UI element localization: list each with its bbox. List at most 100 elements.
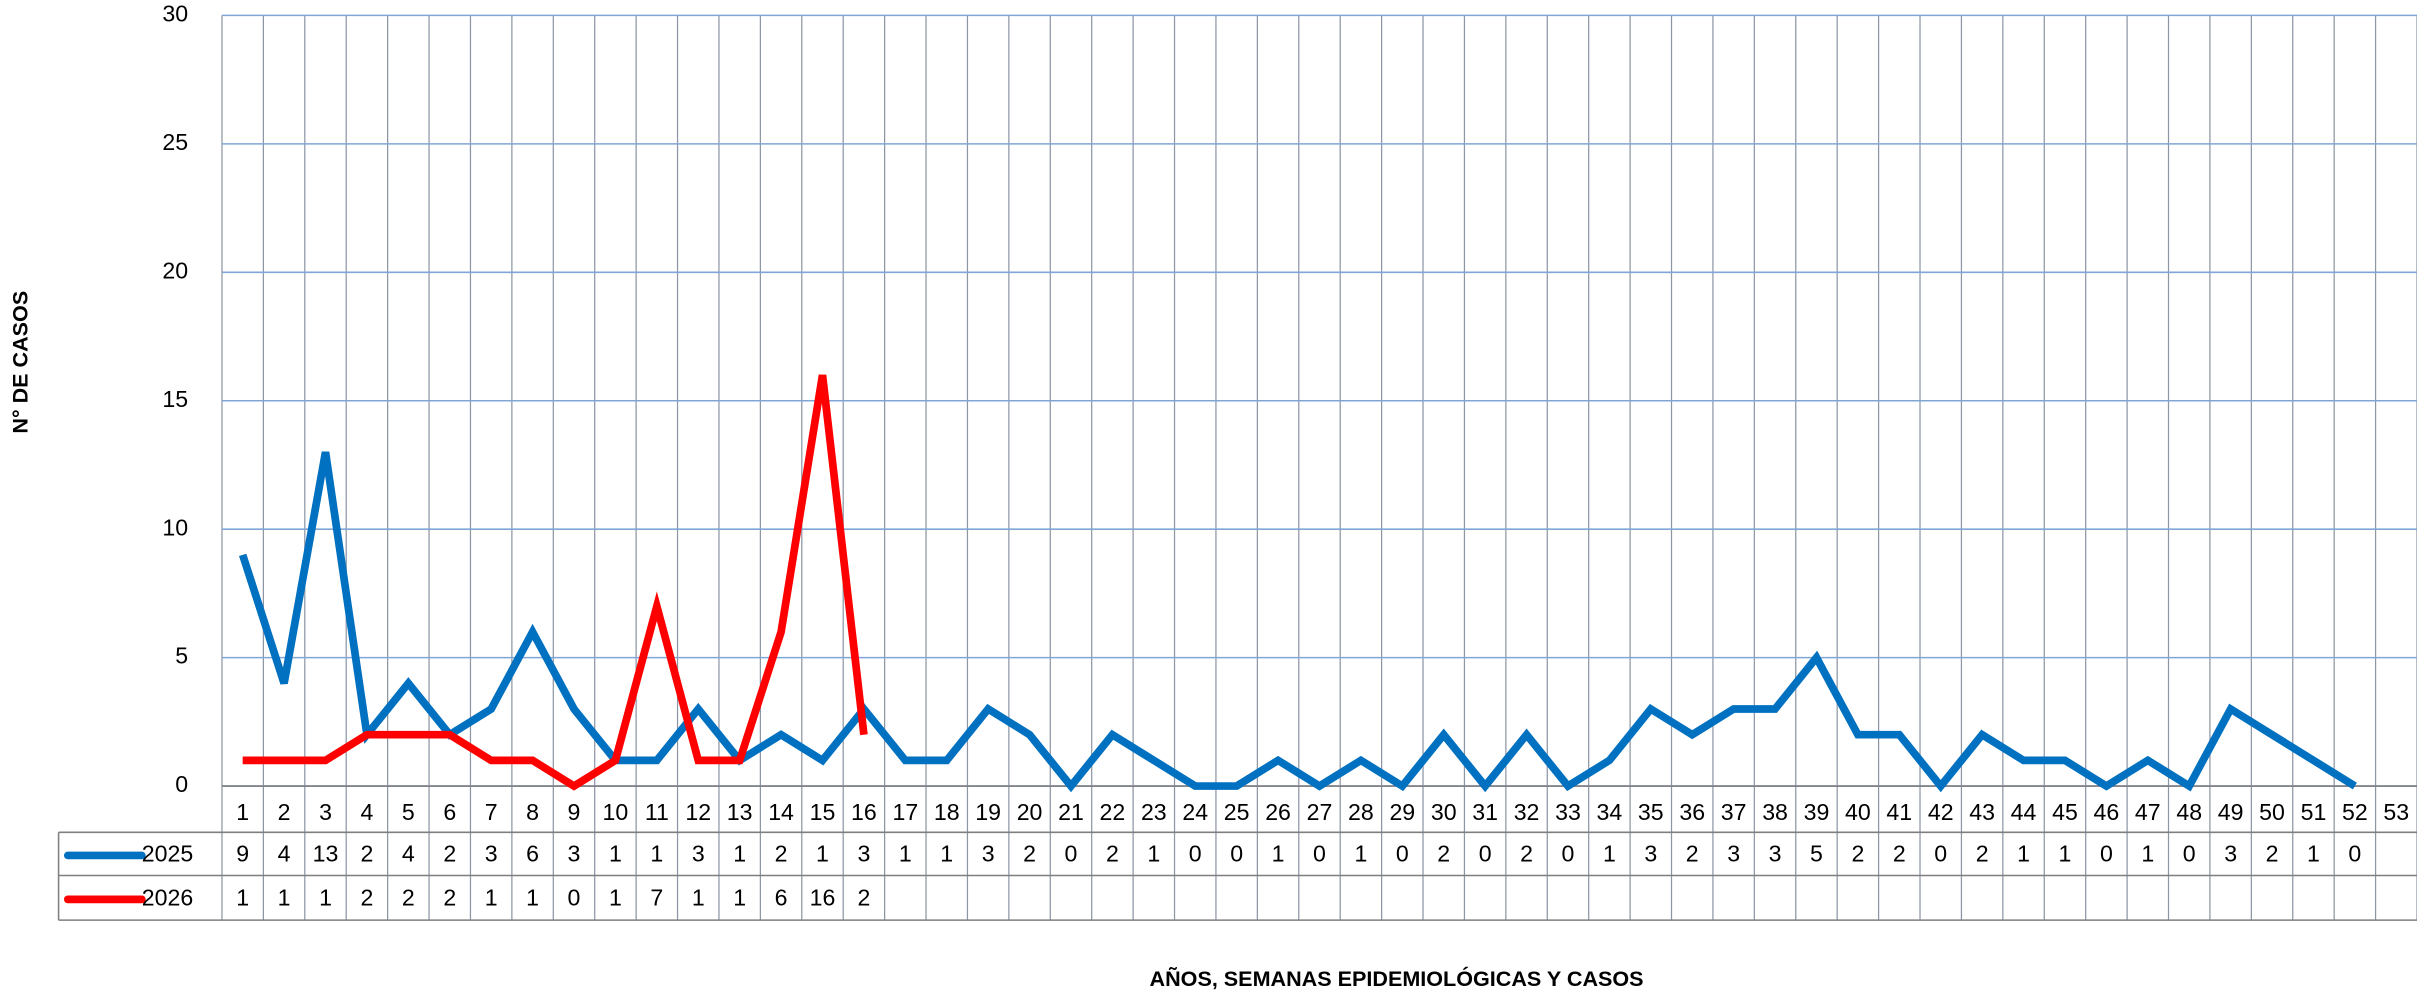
table-value: 2 <box>1520 841 1533 867</box>
x-tick-label: 27 <box>1307 799 1333 825</box>
series-line <box>242 374 868 791</box>
x-tick-label: 35 <box>1638 799 1664 825</box>
x-tick-label: 18 <box>934 799 960 825</box>
x-tick-label: 21 <box>1058 799 1084 825</box>
table-value: 4 <box>278 841 291 867</box>
x-tick-label: 5 <box>402 799 415 825</box>
table-value: 1 <box>2307 841 2320 867</box>
y-axis-title: N° DE CASOS <box>7 291 32 434</box>
table-value: 3 <box>982 841 995 867</box>
table-value: 3 <box>1727 841 1740 867</box>
x-tick-label: 29 <box>1389 799 1415 825</box>
x-tick-label: 37 <box>1721 799 1747 825</box>
x-tick-label: 20 <box>1017 799 1043 825</box>
table-value: 1 <box>2141 841 2154 867</box>
y-tick-label: 20 <box>162 257 188 283</box>
series-line <box>239 451 2357 793</box>
table-value: 13 <box>313 841 339 867</box>
y-tick-label: 25 <box>162 129 188 155</box>
table-value: 2 <box>857 884 870 910</box>
table-value: 0 <box>1065 841 1078 867</box>
x-tick-label: 39 <box>1804 799 1830 825</box>
x-tick-label: 38 <box>1762 799 1788 825</box>
legend-label: 2025 <box>142 841 193 867</box>
table-value: 3 <box>568 841 581 867</box>
y-tick-label: 15 <box>162 386 188 412</box>
x-tick-label: 13 <box>727 799 753 825</box>
x-tick-label: 22 <box>1100 799 1126 825</box>
table-value: 1 <box>733 841 746 867</box>
table-value: 1 <box>485 884 498 910</box>
table-value: 2 <box>443 841 456 867</box>
table-value: 1 <box>278 884 291 910</box>
table-value: 1 <box>609 884 622 910</box>
x-tick-label: 50 <box>2259 799 2285 825</box>
table-value: 3 <box>692 841 705 867</box>
table-value: 0 <box>1562 841 1575 867</box>
x-tick-label: 43 <box>1969 799 1995 825</box>
x-tick-label: 7 <box>485 799 498 825</box>
x-tick-label: 9 <box>568 799 581 825</box>
table-value: 9 <box>236 841 249 867</box>
table-value: 0 <box>2183 841 2196 867</box>
table-value: 16 <box>810 884 836 910</box>
table-value: 1 <box>940 841 953 867</box>
x-tick-label: 40 <box>1845 799 1871 825</box>
x-tick-label: 30 <box>1431 799 1457 825</box>
x-tick-label: 6 <box>443 799 456 825</box>
x-tick-label: 17 <box>892 799 918 825</box>
table-value: 1 <box>816 841 829 867</box>
table-value: 2 <box>360 884 373 910</box>
table-value: 6 <box>775 884 788 910</box>
table-value: 0 <box>1479 841 1492 867</box>
y-tick-label: 30 <box>162 1 188 27</box>
table-value: 2 <box>1023 841 1036 867</box>
x-tick-label: 19 <box>975 799 1001 825</box>
table-value: 2 <box>443 884 456 910</box>
table-value: 0 <box>1934 841 1947 867</box>
x-tick-label: 48 <box>2176 799 2202 825</box>
table-value: 0 <box>568 884 581 910</box>
table-value: 1 <box>526 884 539 910</box>
x-tick-label: 14 <box>768 799 794 825</box>
table-value: 1 <box>650 841 663 867</box>
x-tick-label: 1 <box>236 799 249 825</box>
table-value: 2 <box>360 841 373 867</box>
table-value: 3 <box>1644 841 1657 867</box>
table-value: 1 <box>1272 841 1285 867</box>
table-value: 2 <box>1976 841 1989 867</box>
table-value: 1 <box>609 841 622 867</box>
table-value: 3 <box>1769 841 1782 867</box>
table-value: 0 <box>1313 841 1326 867</box>
table-value: 2 <box>402 884 415 910</box>
x-tick-label: 23 <box>1141 799 1167 825</box>
table-value: 1 <box>2059 841 2072 867</box>
table-value: 2 <box>1106 841 1119 867</box>
x-axis-title: AÑOS, SEMANAS EPIDEMIOLÓGICAS Y CASOS <box>1150 966 1644 991</box>
table-value: 0 <box>1396 841 1409 867</box>
table-value: 2 <box>2266 841 2279 867</box>
x-tick-label: 34 <box>1597 799 1623 825</box>
x-tick-label: 15 <box>810 799 836 825</box>
y-tick-label: 10 <box>162 514 188 540</box>
table-value: 1 <box>899 841 912 867</box>
y-tick-label: 5 <box>175 643 188 669</box>
table-value: 1 <box>733 884 746 910</box>
table-value: 3 <box>485 841 498 867</box>
table-value: 6 <box>526 841 539 867</box>
x-tick-label: 10 <box>603 799 629 825</box>
x-tick-label: 49 <box>2218 799 2244 825</box>
x-tick-label: 33 <box>1555 799 1581 825</box>
x-tick-label: 4 <box>360 799 373 825</box>
table-value: 2 <box>1686 841 1699 867</box>
x-tick-label: 53 <box>2383 799 2409 825</box>
table-value: 1 <box>1147 841 1160 867</box>
table-value: 0 <box>1230 841 1243 867</box>
x-tick-label: 31 <box>1472 799 1498 825</box>
x-tick-label: 12 <box>685 799 711 825</box>
table-value: 1 <box>2017 841 2030 867</box>
table-value: 0 <box>2100 841 2113 867</box>
table-value: 2 <box>1437 841 1450 867</box>
x-tick-label: 41 <box>1886 799 1912 825</box>
